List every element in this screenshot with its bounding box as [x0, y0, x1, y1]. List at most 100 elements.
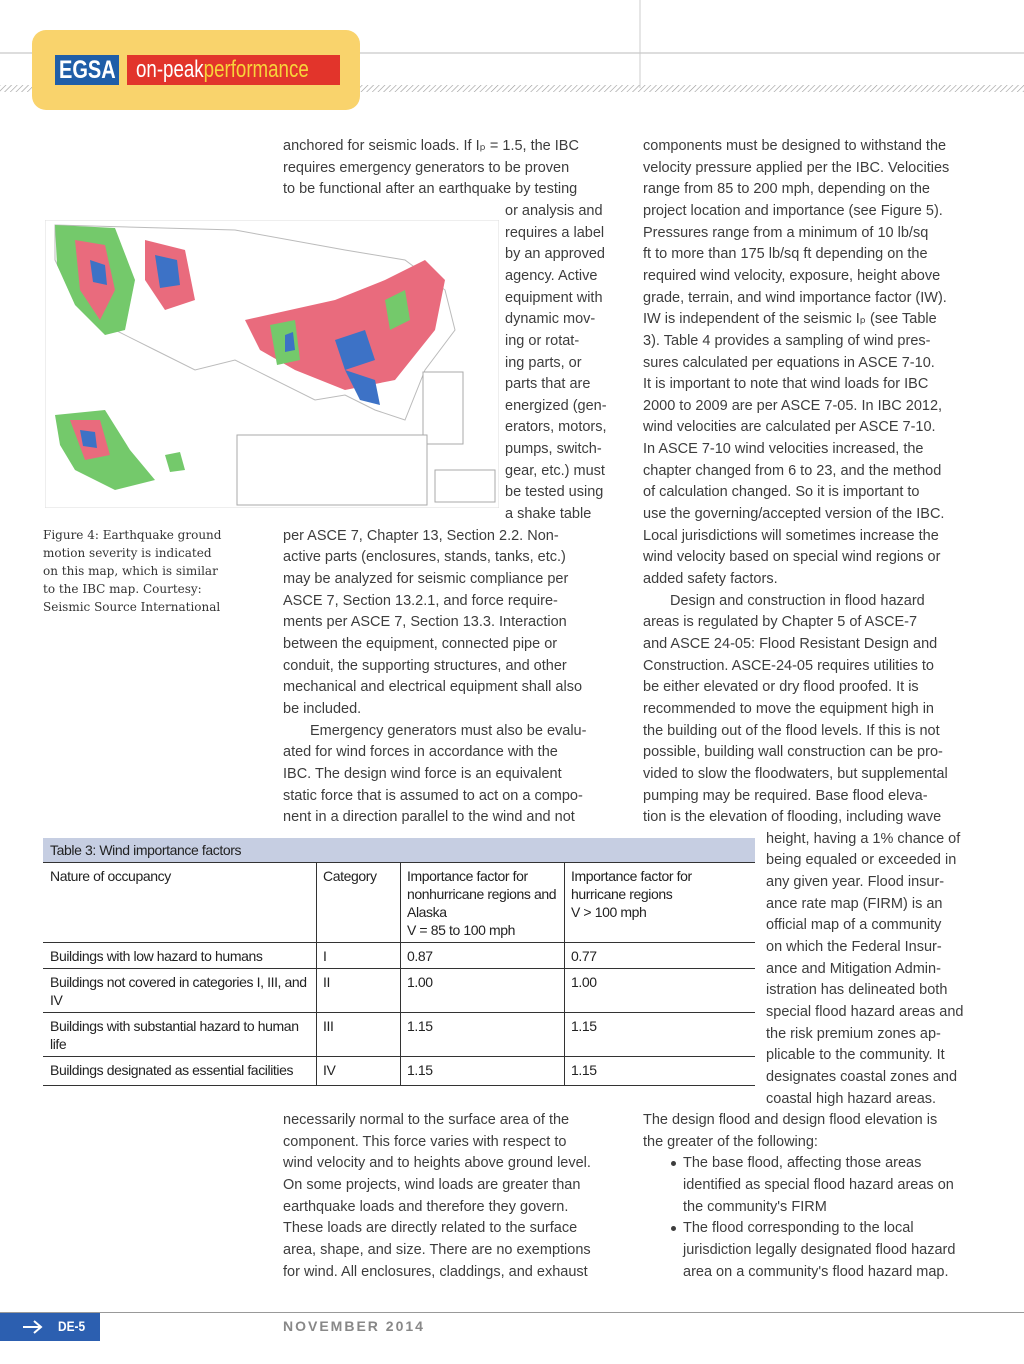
- footer-page-number: DE-5: [58, 1318, 86, 1334]
- body-text-line: Construction. ASCE-24-05 requires utilit…: [643, 657, 934, 674]
- body-text-line: on which the Federal Insur-: [766, 939, 942, 956]
- table-header-cell: V > 100 mph: [571, 904, 647, 920]
- table-col-line: [316, 862, 317, 1085]
- body-text-line: ing parts, or: [505, 354, 582, 371]
- body-text-line: IBC. The design wind force is an equival…: [283, 765, 562, 782]
- body-text-line: any given year. Flood insur-: [766, 874, 945, 891]
- table-row-line: [43, 862, 755, 863]
- table-cell: 1.00: [407, 974, 433, 990]
- body-text-line: On some projects, wind loads are greater…: [283, 1176, 581, 1193]
- body-text-line: be either elevated or dry flood proofed.…: [643, 679, 919, 696]
- body-text-line: between the equipment, connected pipe or: [283, 635, 558, 652]
- table-cell: II: [323, 974, 330, 990]
- table-cell: 1.15: [407, 1018, 433, 1034]
- body-text-line: wind velocity based on special wind regi…: [643, 549, 941, 566]
- footer-arrow: [23, 1320, 43, 1334]
- body-text-line: may be analyzed for seismic compliance p…: [283, 571, 569, 587]
- body-text-line: ing or rotat-: [505, 332, 580, 349]
- table-row-line: [43, 1085, 755, 1086]
- table-cell: I: [323, 948, 327, 964]
- body-text-line: The design flood and design flood elevat…: [643, 1112, 938, 1128]
- bullet-text-line: identified as special flood hazard areas…: [683, 1176, 954, 1193]
- body-text-line: grade, terrain, and wind importance fact…: [643, 289, 947, 306]
- bullet-text-line: the community's FIRM: [683, 1198, 827, 1215]
- table-header-cell: hurricane regions: [571, 886, 673, 902]
- table-cell: Buildings designated as essential facili…: [50, 1062, 294, 1078]
- body-text-line: the building out of the flood levels. If…: [643, 722, 940, 739]
- body-text-line: pumps, switch-: [505, 441, 602, 458]
- body-text-line: necessarily normal to the surface area o…: [283, 1112, 570, 1128]
- body-text-line: Emergency generators must also be evalu-: [310, 722, 587, 739]
- body-text-line: chapter changed from 6 to 23, and the me…: [643, 462, 942, 479]
- table-header-cell: Nature of occupancy: [50, 868, 171, 884]
- body-text-line: official map of a community: [766, 917, 942, 934]
- logo-egsa: EGSA: [59, 56, 116, 84]
- body-text-line: ments per ASCE 7, Section 13.3. Interact…: [283, 614, 567, 631]
- body-text-line: for wind. All enclosures, claddings, and…: [283, 1263, 588, 1280]
- table-cell: life: [50, 1036, 67, 1052]
- body-text-line: In ASCE 7-10 wind velocities increased, …: [643, 441, 924, 458]
- body-text-line: active parts (enclosures, stands, tanks,…: [283, 549, 566, 566]
- body-text-line: the risk premium zones ap-: [766, 1025, 941, 1042]
- table-row-line: [43, 968, 755, 969]
- body-text-line: conduit, the supporting structures, and …: [283, 657, 567, 674]
- body-text-line: 3). Table 4 provides a sampling of wind …: [643, 332, 931, 349]
- figure-caption-line: Figure 4: Earthquake ground: [43, 528, 222, 542]
- body-text-line: plicable to the community. It: [766, 1047, 945, 1064]
- body-text-line: be tested using: [505, 484, 604, 501]
- body-text-line: ASCE 7, Section 13.2.1, and force requir…: [283, 592, 558, 609]
- table-cell: 1.00: [571, 974, 597, 990]
- logo-performance: performance: [203, 56, 309, 83]
- body-text-line: tion is the elevation of flooding, inclu…: [643, 809, 942, 826]
- table-cell: 1.15: [407, 1062, 433, 1078]
- body-text-line: of calculation changed. So it is importa…: [643, 484, 920, 501]
- body-text-line: wind velocities are calculated per ASCE …: [643, 419, 936, 436]
- table-header-cell: V = 85 to 100 mph: [407, 922, 516, 938]
- body-text-line: 2000 to 2009 are per ASCE 7-05. In IBC 2…: [643, 397, 943, 414]
- header-decoration: [0, 0, 1024, 110]
- body-text-line: area, shape, and size. There are no exem…: [283, 1241, 591, 1258]
- body-text-line: These loads are directly related to the …: [283, 1220, 578, 1237]
- body-text-line: ft to more than 175 lb/sq ft depending o…: [643, 246, 928, 263]
- table-title: Table 3: Wind importance factors: [50, 842, 242, 858]
- body-text-line: recommended to move the equipment high i…: [643, 700, 934, 717]
- table-cell: Buildings with substantial hazard to hum…: [50, 1018, 299, 1034]
- body-text-line: It is important to note that wind loads …: [643, 376, 929, 393]
- table-cell: Buildings not covered in categories I, I…: [50, 974, 307, 990]
- table-header-cell: nonhurricane regions and: [407, 886, 557, 902]
- bullet-text-line: The base flood, affecting those areas: [683, 1155, 922, 1172]
- table-cell: Buildings with low hazard to humans: [50, 948, 263, 964]
- body-text-line: special flood hazard areas and: [766, 1004, 964, 1020]
- table-header-cell: Category: [323, 868, 377, 884]
- body-text-line: use the governing/accepted version of th…: [643, 506, 945, 523]
- bullet-dot: [671, 1160, 676, 1166]
- body-text-line: and ASCE 24-05: Flood Resistant Design a…: [643, 635, 938, 652]
- body-text-line: the greater of the following:: [643, 1133, 818, 1150]
- body-text-line: gear, etc.) must: [505, 462, 605, 479]
- table-cell: III: [323, 1018, 334, 1034]
- footer-issue: NOVEMBER 2014: [283, 1318, 425, 1334]
- body-text-line: ance and Mitigation Admin-: [766, 960, 941, 977]
- body-text-line: sures calculated per equations in ASCE 7…: [643, 354, 935, 371]
- body-text-line: components must be designed to withstand…: [643, 138, 947, 154]
- body-text-line: required wind velocity, exposure, height…: [643, 267, 941, 284]
- body-text-line: wind velocity and to heights above groun…: [283, 1155, 591, 1172]
- body-text-line: range from 85 to 200 mph, depending on t…: [643, 181, 930, 198]
- table-row-line: [43, 1056, 755, 1057]
- body-text-line: earthquake loads and therefore they gove…: [283, 1198, 569, 1215]
- body-text-line: static force that is assumed to act on a…: [283, 787, 583, 804]
- body-text-line: anchored for seismic loads. If Iₚ = 1.5,…: [283, 138, 579, 154]
- figure-caption-line: motion severity is indicated: [43, 546, 212, 560]
- body-text-line: component. This force varies with respec…: [283, 1133, 567, 1150]
- body-text-line: agency. Active: [505, 267, 598, 284]
- bullet-dot: [671, 1225, 676, 1231]
- body-text-line: Design and construction in flood hazard: [670, 592, 925, 609]
- body-text-line: IW is independent of the seismic Iₚ (see…: [643, 311, 937, 328]
- body-text-line: Pressures range from a minimum of 10 lb/…: [643, 224, 929, 241]
- table-cell: 0.87: [407, 948, 433, 964]
- table-header-cell: Importance factor for: [571, 868, 692, 884]
- body-text-line: possible, building wall construction can…: [643, 744, 943, 761]
- body-text-line: to be functional after an earthquake by …: [283, 181, 578, 198]
- table-cell: 1.15: [571, 1062, 597, 1078]
